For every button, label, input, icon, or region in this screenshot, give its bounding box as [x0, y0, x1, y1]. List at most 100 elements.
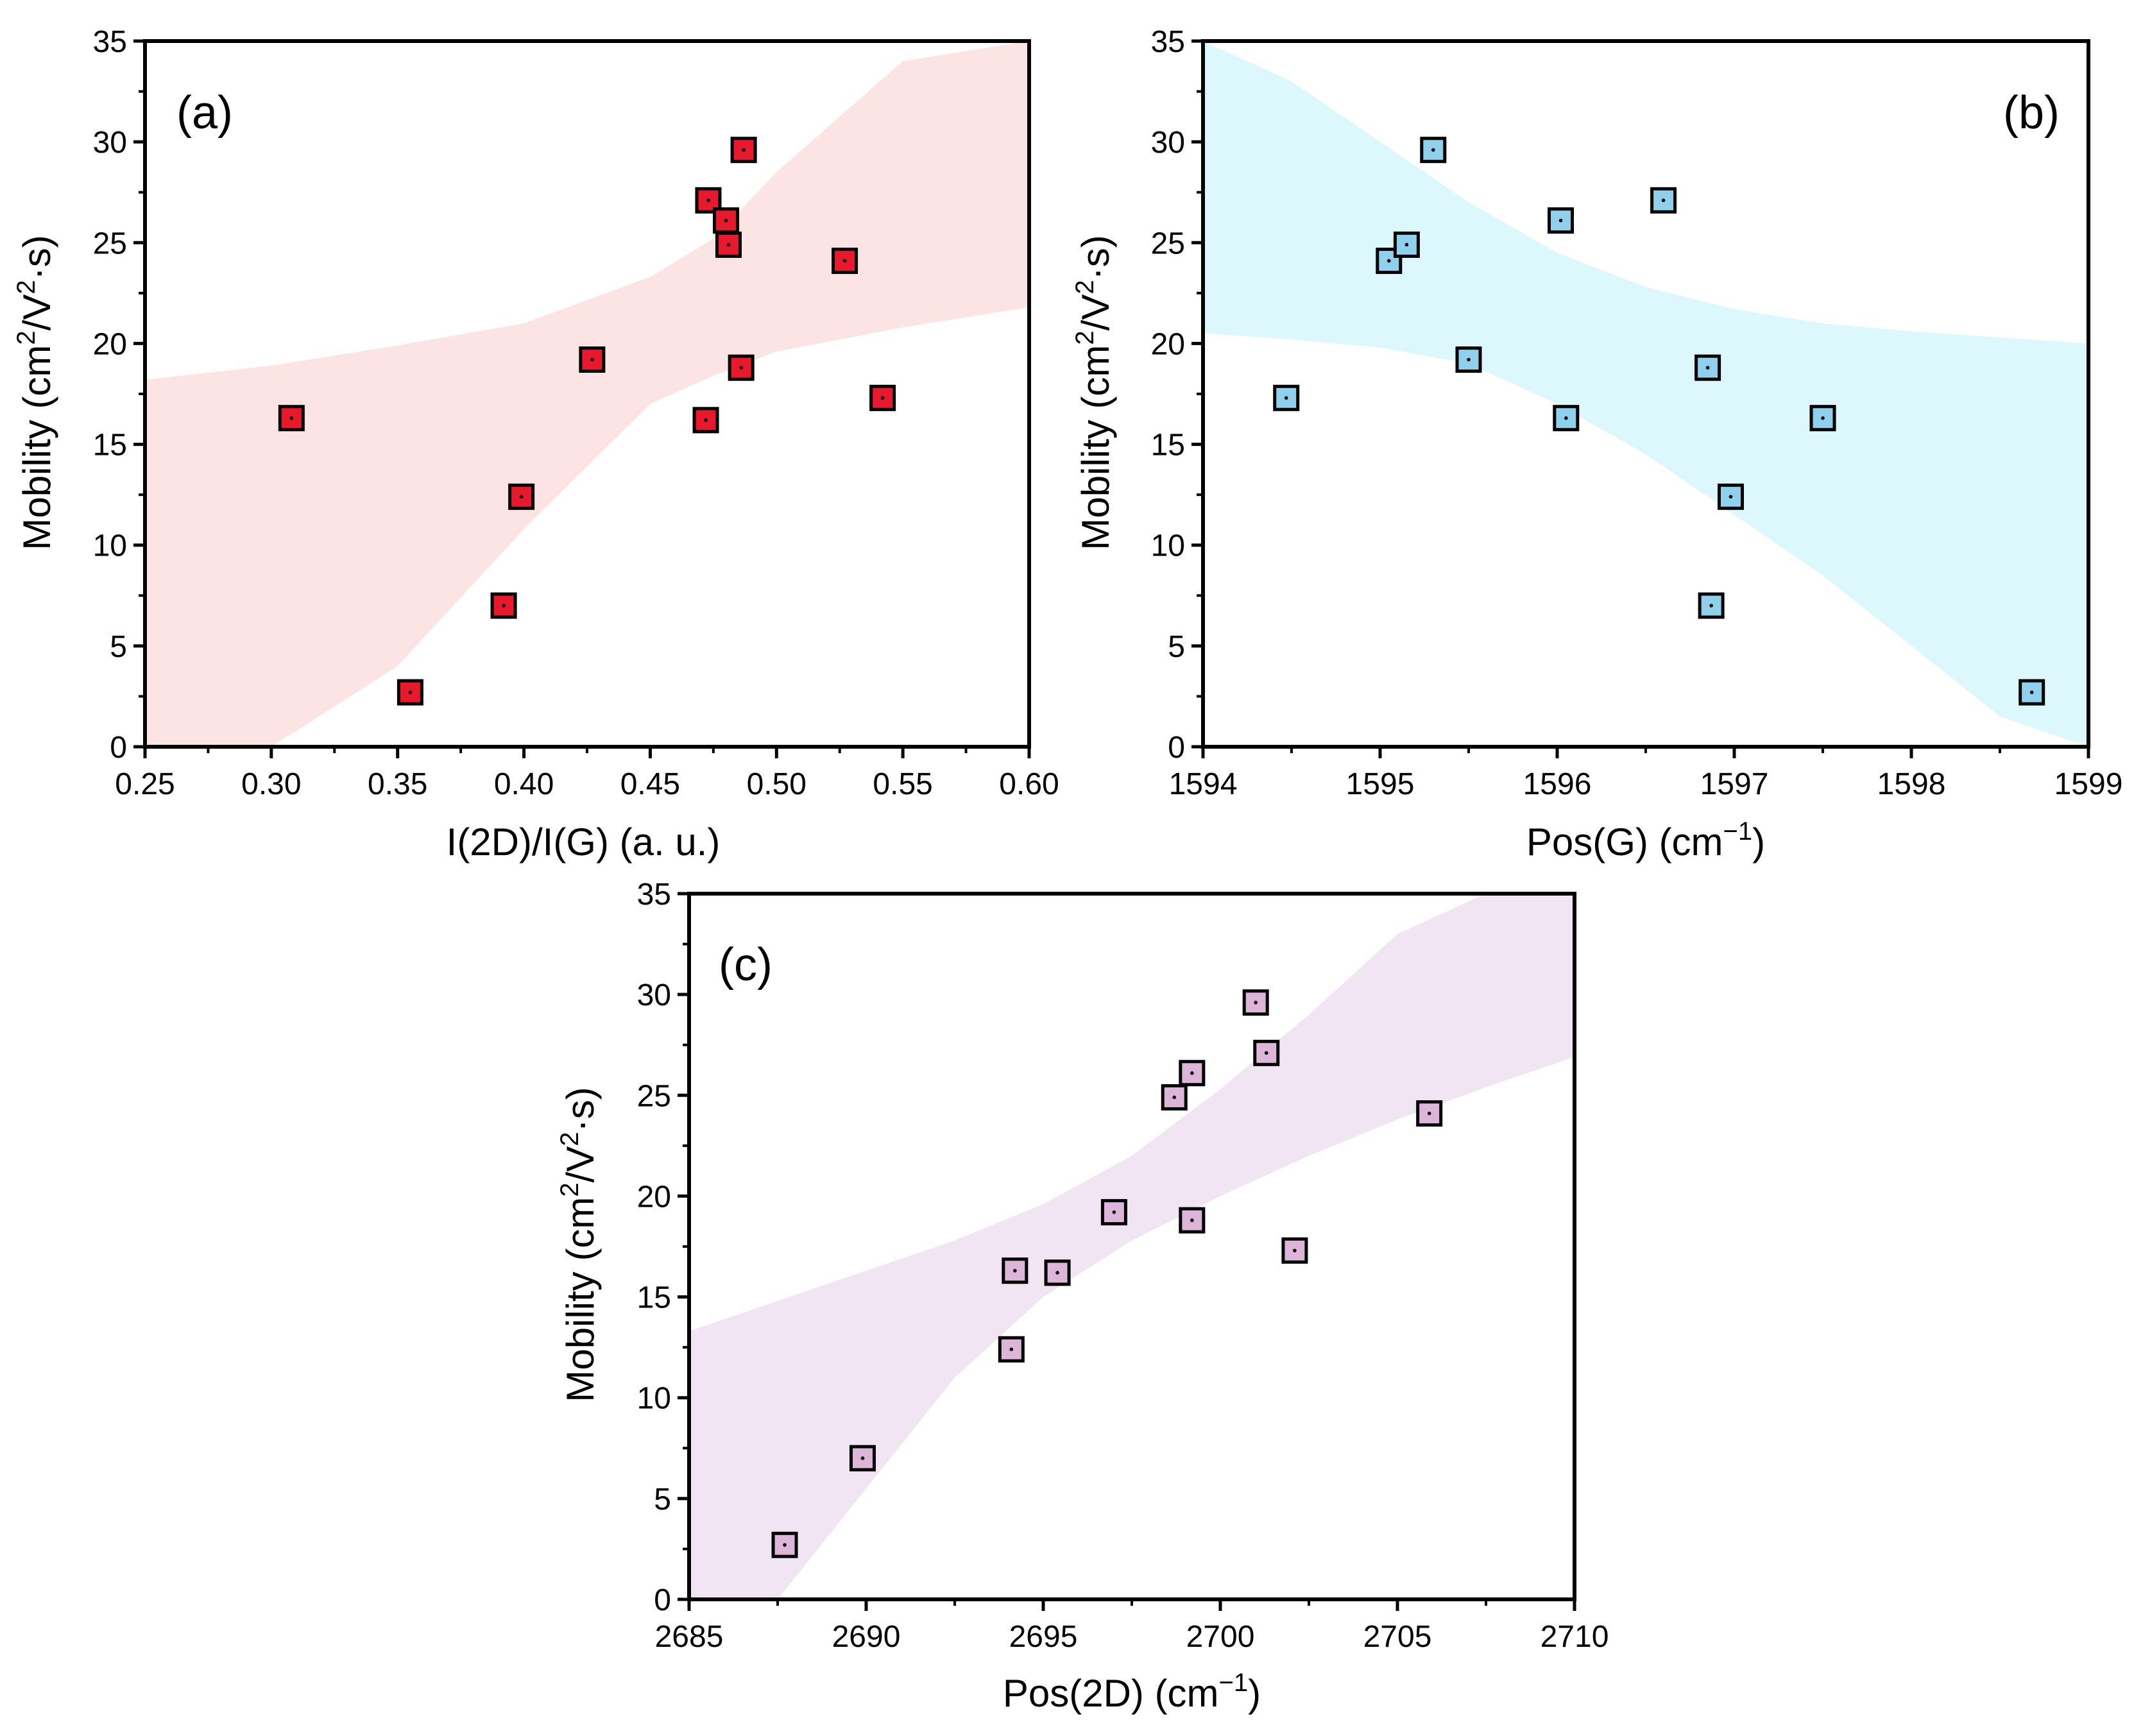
y-axis-title-c: Mobility (cm2/V2·s)	[556, 1087, 602, 1402]
data-point-marker	[1044, 1259, 1071, 1286]
y-tick-label: 10	[637, 1382, 671, 1416]
x-tick-label: 1597	[1700, 767, 1769, 801]
y-tick-label: 30	[637, 978, 671, 1012]
y-tick-label: 25	[1151, 226, 1185, 260]
scatter-points-b	[1273, 137, 2045, 706]
data-point	[1694, 354, 1721, 381]
data-point-marker	[730, 137, 757, 164]
data-point	[1420, 137, 1447, 164]
data-point	[1100, 1199, 1127, 1226]
data-point	[508, 483, 535, 510]
x-tick-label: 2690	[832, 1620, 901, 1654]
y-axis-title-b: Mobility (cm2/V2·s)	[1071, 235, 1117, 550]
data-point	[1809, 405, 1836, 432]
y-axis-title-b-part1: Mobility (cm	[1074, 345, 1117, 550]
data-point	[849, 1445, 876, 1472]
data-point-center	[1190, 1071, 1194, 1075]
x-tick-label: 1596	[1523, 767, 1592, 801]
x-tick-label: 1598	[1877, 767, 1946, 801]
data-point	[1553, 405, 1580, 432]
data-point-center	[1558, 218, 1563, 223]
y-tick-label: 30	[93, 126, 127, 160]
data-point-center	[1431, 148, 1435, 152]
x-tick-label: 0.55	[873, 767, 932, 801]
data-point	[1253, 1039, 1280, 1066]
data-point	[1044, 1259, 1071, 1286]
data-point-center	[726, 243, 731, 247]
data-point-center	[880, 396, 885, 400]
y-axis-title-c-sup1: 2	[556, 1182, 584, 1196]
y-axis-title-c-part1: Mobility (cm	[559, 1197, 602, 1402]
y-tick-label: 20	[637, 1180, 671, 1214]
y-tick-label: 15	[93, 429, 127, 463]
x-ticks-c: 2685 2690 2695 2700 2705 2710	[655, 1599, 1609, 1654]
data-point-center	[502, 604, 506, 608]
y-tick-label: 0	[654, 1583, 671, 1617]
data-point-center	[519, 495, 524, 499]
data-point	[730, 137, 757, 164]
y-axis-title-c-part2: /V	[559, 1146, 602, 1183]
y-tick-label: 0	[110, 731, 127, 765]
data-point-center	[408, 690, 413, 694]
x-tick-label: 2710	[1541, 1620, 1609, 1654]
data-point-center	[1387, 259, 1391, 263]
data-point-center	[1661, 198, 1666, 203]
x-axis-title-b-part2: )	[1752, 821, 1765, 864]
data-point-center	[2029, 690, 2034, 694]
data-point-marker	[1179, 1207, 1206, 1234]
data-point-center	[739, 366, 743, 370]
x-ticks-a: 0.25 0.30 0.35 0.40 0.45 0.50 0.55 0.60	[115, 747, 1059, 801]
data-point-center	[1112, 1210, 1116, 1214]
y-tick-label: 5	[654, 1483, 671, 1517]
data-point-center	[724, 218, 728, 223]
y-axis-title-b-part3: ·s)	[1074, 235, 1117, 280]
x-tick-label: 1595	[1346, 767, 1415, 801]
y-tick-label: 20	[1151, 327, 1185, 361]
data-point-center	[1009, 1347, 1014, 1352]
x-tick-label: 2705	[1363, 1620, 1432, 1654]
data-point-center	[842, 259, 847, 263]
y-axis-title-a-part2: /V	[15, 294, 58, 331]
y-tick-label: 10	[1151, 529, 1185, 563]
data-point-center	[704, 418, 708, 422]
y-axis-title-b-sup2: 2	[1071, 280, 1099, 294]
confidence-band-c	[689, 894, 1575, 1599]
data-point-center	[1564, 416, 1568, 420]
x-axis-title-c-sup: −1	[1219, 1669, 1249, 1697]
data-point-center	[1709, 604, 1713, 608]
x-tick-label: 2685	[655, 1620, 724, 1654]
x-tick-label: 0.60	[999, 767, 1059, 801]
x-tick-label: 0.35	[368, 767, 427, 801]
data-point	[490, 592, 517, 619]
data-point	[832, 248, 858, 275]
x-tick-label: 0.40	[494, 767, 554, 801]
data-point	[1548, 207, 1575, 234]
y-tick-label: 35	[637, 878, 671, 912]
confidence-band-b	[1203, 41, 2088, 747]
x-ticks-b: 1594 1595 1596 1597 1598 1599	[1169, 747, 2122, 801]
x-tick-label: 2700	[1186, 1620, 1255, 1654]
panel-label-a: (a)	[176, 87, 233, 139]
scatter-points-a	[278, 137, 896, 706]
data-point	[2019, 679, 2045, 706]
data-point-center	[1467, 357, 1471, 362]
data-point-center	[1427, 1111, 1431, 1116]
data-point-center	[1055, 1271, 1059, 1275]
y-axis-title-c-sup2: 2	[556, 1132, 584, 1146]
data-point-marker	[998, 1336, 1025, 1363]
data-point	[692, 407, 719, 434]
data-point	[695, 187, 722, 214]
data-point-center	[590, 357, 594, 362]
data-point	[1242, 989, 1269, 1016]
y-ticks-b: 0 5 10 15 20 25 30 35	[1151, 25, 1203, 765]
x-axis-title-c: Pos(2D) (cm−1)	[1003, 1669, 1261, 1715]
data-point-marker	[1281, 1237, 1308, 1264]
x-axis-title-c-part1: Pos(2D) (cm	[1003, 1672, 1219, 1715]
x-axis-title-c-part2: )	[1248, 1672, 1261, 1715]
y-tick-label: 10	[93, 529, 127, 563]
data-point-center	[783, 1543, 787, 1547]
data-point	[397, 679, 423, 706]
data-point	[1416, 1100, 1443, 1127]
data-point-center	[1404, 243, 1409, 247]
